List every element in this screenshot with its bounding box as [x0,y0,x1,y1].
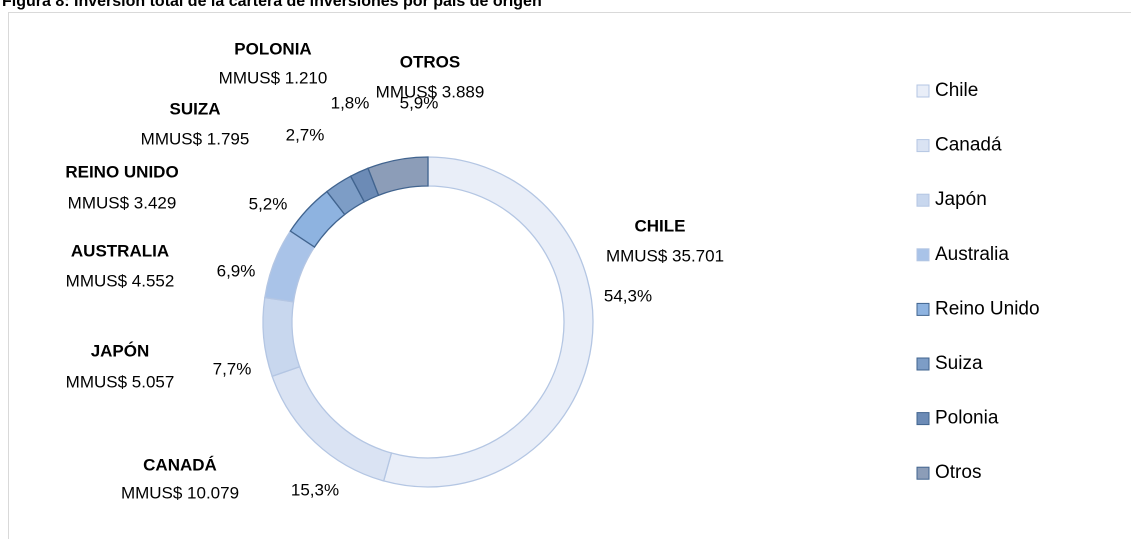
legend-label: Otros [935,462,981,483]
legend-label: Australia [935,244,1009,265]
legend-label: Reino Unido [935,298,1040,319]
slice-value: MMUS$ 1.795 [141,129,250,148]
slice-value: MMUS$ 1.210 [219,68,328,87]
legend-label: Japón [935,189,987,210]
legend-swatch [916,302,930,316]
legend-label: Suiza [935,353,983,374]
slice-value: MMUS$ 35.701 [606,246,724,265]
legend-swatch [916,466,930,480]
slice-share: 1,8% [331,93,370,112]
donut-segment [271,365,393,482]
legend-swatch [916,357,930,371]
legend-swatch [916,193,930,207]
slice-value: MMUS$ 3.889 [376,82,485,101]
legend-swatch [916,139,930,153]
legend-swatch [916,412,930,426]
legend-label: Chile [935,80,978,101]
slice-share: 5,2% [249,194,288,213]
slice-name: OTROS [400,52,460,71]
slice-share: 15,3% [291,480,339,499]
legend-swatch [916,248,930,262]
slice-share: 6,9% [217,261,256,280]
title-band [0,0,1131,11]
legend-swatch [916,84,930,98]
slice-share: 2,7% [286,125,325,144]
slice-share: 7,7% [213,359,252,378]
donut-segment [367,156,429,197]
legend-label: Polonia [935,408,999,429]
slice-value: MMUS$ 10.079 [121,483,239,502]
slice-name: CHILE [635,216,686,235]
slice-name: REINO UNIDO [65,162,178,181]
slice-share: 5,9% [400,93,439,112]
slice-name: JAPÓN [91,341,150,360]
slice-value: MMUS$ 5.057 [66,372,175,391]
legend-label: Canadá [935,135,1002,156]
slice-value: MMUS$ 4.552 [66,271,175,290]
donut-segment [262,296,301,378]
slice-name: CANADÁ [143,455,217,474]
slice-share: 54,3% [604,286,652,305]
slice-name: SUIZA [170,99,221,118]
donut-segment [382,156,594,488]
slice-value: MMUS$ 3.429 [68,193,177,212]
chart-frame [8,12,1131,539]
chart-title: Figura 8: Inversión total de la cartera … [2,0,542,10]
slice-name: POLONIA [234,39,311,58]
slice-name: AUSTRALIA [71,241,169,260]
